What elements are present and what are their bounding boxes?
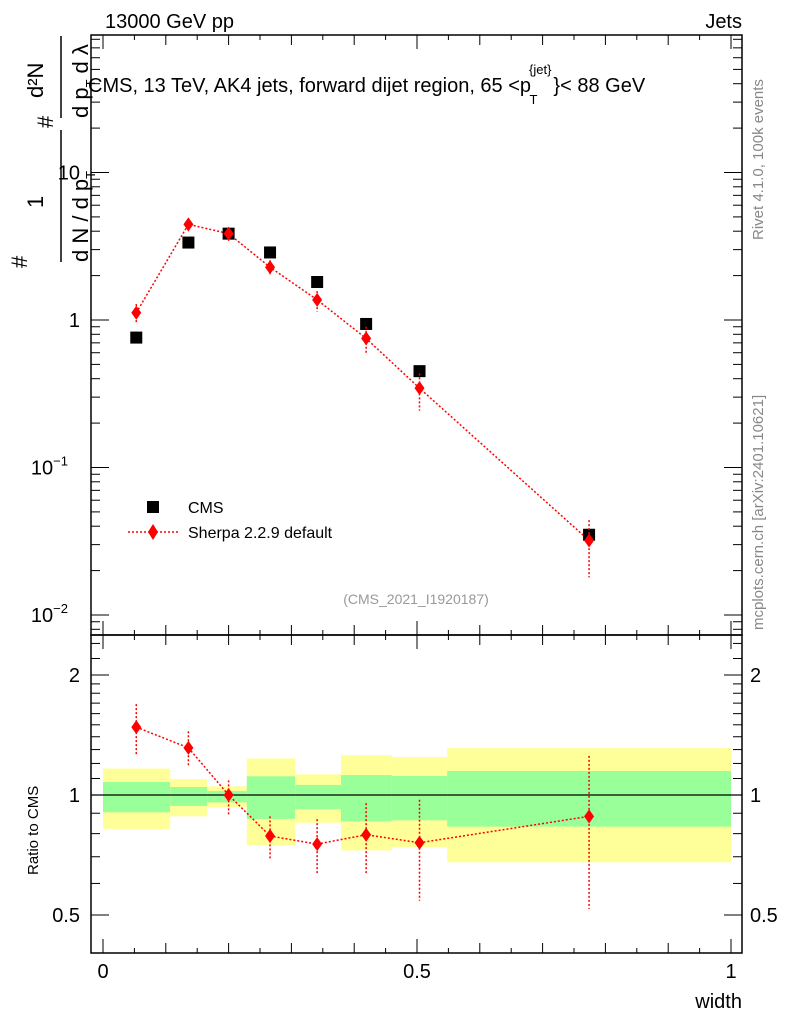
legend: CMS Sherpa 2.2.9 default bbox=[128, 500, 333, 542]
cms-band-inner bbox=[295, 784, 342, 810]
ylabel-hash-2: # bbox=[33, 115, 58, 128]
sherpa-point bbox=[361, 331, 372, 346]
sherpa-line bbox=[135, 223, 590, 542]
ylabel-one: 1 bbox=[23, 196, 48, 208]
legend-sherpa-label: Sherpa 2.2.9 default bbox=[188, 525, 333, 542]
ratio-sherpa-point bbox=[183, 740, 194, 755]
x-tick-label: 1 bbox=[725, 961, 736, 983]
x-tick-label: 0.5 bbox=[403, 961, 431, 983]
upper-panel-frame bbox=[90, 34, 743, 636]
header-process: 13000 GeV pp bbox=[105, 11, 234, 33]
cms-band-inner bbox=[170, 787, 208, 806]
ylabel-hash-1: # bbox=[7, 255, 32, 268]
cms-point bbox=[182, 236, 195, 249]
cms-band-inner bbox=[246, 776, 296, 819]
sherpa-point bbox=[265, 260, 276, 275]
ratio-sherpa-point bbox=[312, 837, 323, 852]
ylabel-den2: d pTd λ bbox=[68, 44, 98, 118]
plot-title: CMS, 13 TeV, AK4 jets, forward dijet reg… bbox=[88, 62, 646, 107]
cms-point bbox=[311, 275, 324, 288]
ratio-panel-frame bbox=[90, 634, 743, 954]
mcplots-label: mcplots.cern.ch [arXiv:2401.10621] bbox=[750, 395, 767, 630]
cms-point bbox=[264, 246, 277, 259]
sherpa-point bbox=[183, 217, 194, 232]
ratio-y-tick-label: 0.5 bbox=[52, 905, 80, 927]
cms-band-inner bbox=[341, 775, 392, 822]
x-axis-label: width bbox=[694, 991, 742, 1013]
y-tick-label: 1 bbox=[69, 310, 80, 332]
legend-cms-marker bbox=[147, 501, 159, 513]
legend-cms-label: CMS bbox=[188, 500, 224, 517]
ratio-y-tick-label-right: 0.5 bbox=[750, 905, 778, 927]
ratio-y-tick-label-right: 2 bbox=[750, 665, 761, 687]
ratio-sherpa-point bbox=[223, 788, 234, 802]
ratio-sherpa-point bbox=[361, 827, 372, 842]
ylabel-den1: d N / d pT bbox=[68, 171, 98, 262]
ratio-sherpa-point bbox=[131, 720, 142, 735]
y-tick-label: 10−2 bbox=[31, 601, 68, 627]
ratio-y-tick-label: 2 bbox=[69, 665, 80, 687]
tick-labels: 10 1 10−1 10−2 2 2 1 1 0.5 0.5 0 0.5 1 bbox=[31, 163, 778, 984]
ratio-y-axis-label: Ratio to CMS bbox=[25, 786, 42, 875]
sherpa-point bbox=[223, 226, 234, 241]
ratio-sherpa-point bbox=[265, 829, 276, 844]
sherpa-point bbox=[584, 533, 595, 548]
header-category: Jets bbox=[705, 11, 742, 33]
x-tick-label: 0 bbox=[97, 961, 108, 983]
legend-sherpa-marker bbox=[148, 524, 158, 540]
cms-point bbox=[413, 365, 426, 378]
ylabel-num2: d²N bbox=[23, 63, 48, 98]
ratio-y-tick-label: 1 bbox=[69, 785, 80, 807]
cms-band-inner bbox=[103, 781, 171, 813]
cms-point bbox=[360, 317, 373, 330]
sherpa-point bbox=[131, 305, 142, 320]
ratio-sherpa-line bbox=[136, 726, 590, 845]
data-marks bbox=[130, 217, 596, 909]
y-tick-label: 10−1 bbox=[31, 454, 68, 480]
rivet-version-label: Rivet 4.1.0, 100k events bbox=[750, 79, 767, 240]
sherpa-point bbox=[312, 292, 323, 307]
ratio-sherpa-point bbox=[414, 835, 425, 850]
y-tick-label: 10 bbox=[58, 163, 80, 185]
cms-point bbox=[130, 331, 143, 344]
ratio-y-tick-label-right: 1 bbox=[750, 785, 761, 807]
sherpa-point bbox=[414, 381, 425, 396]
ratio-sherpa-point bbox=[584, 809, 595, 824]
axis-ticks bbox=[91, 35, 742, 953]
y-axis-label: # 1 d N / d pT # d²N d pTd λ bbox=[7, 36, 98, 268]
analysis-reference: (CMS_2021_I1920187) bbox=[343, 591, 489, 607]
